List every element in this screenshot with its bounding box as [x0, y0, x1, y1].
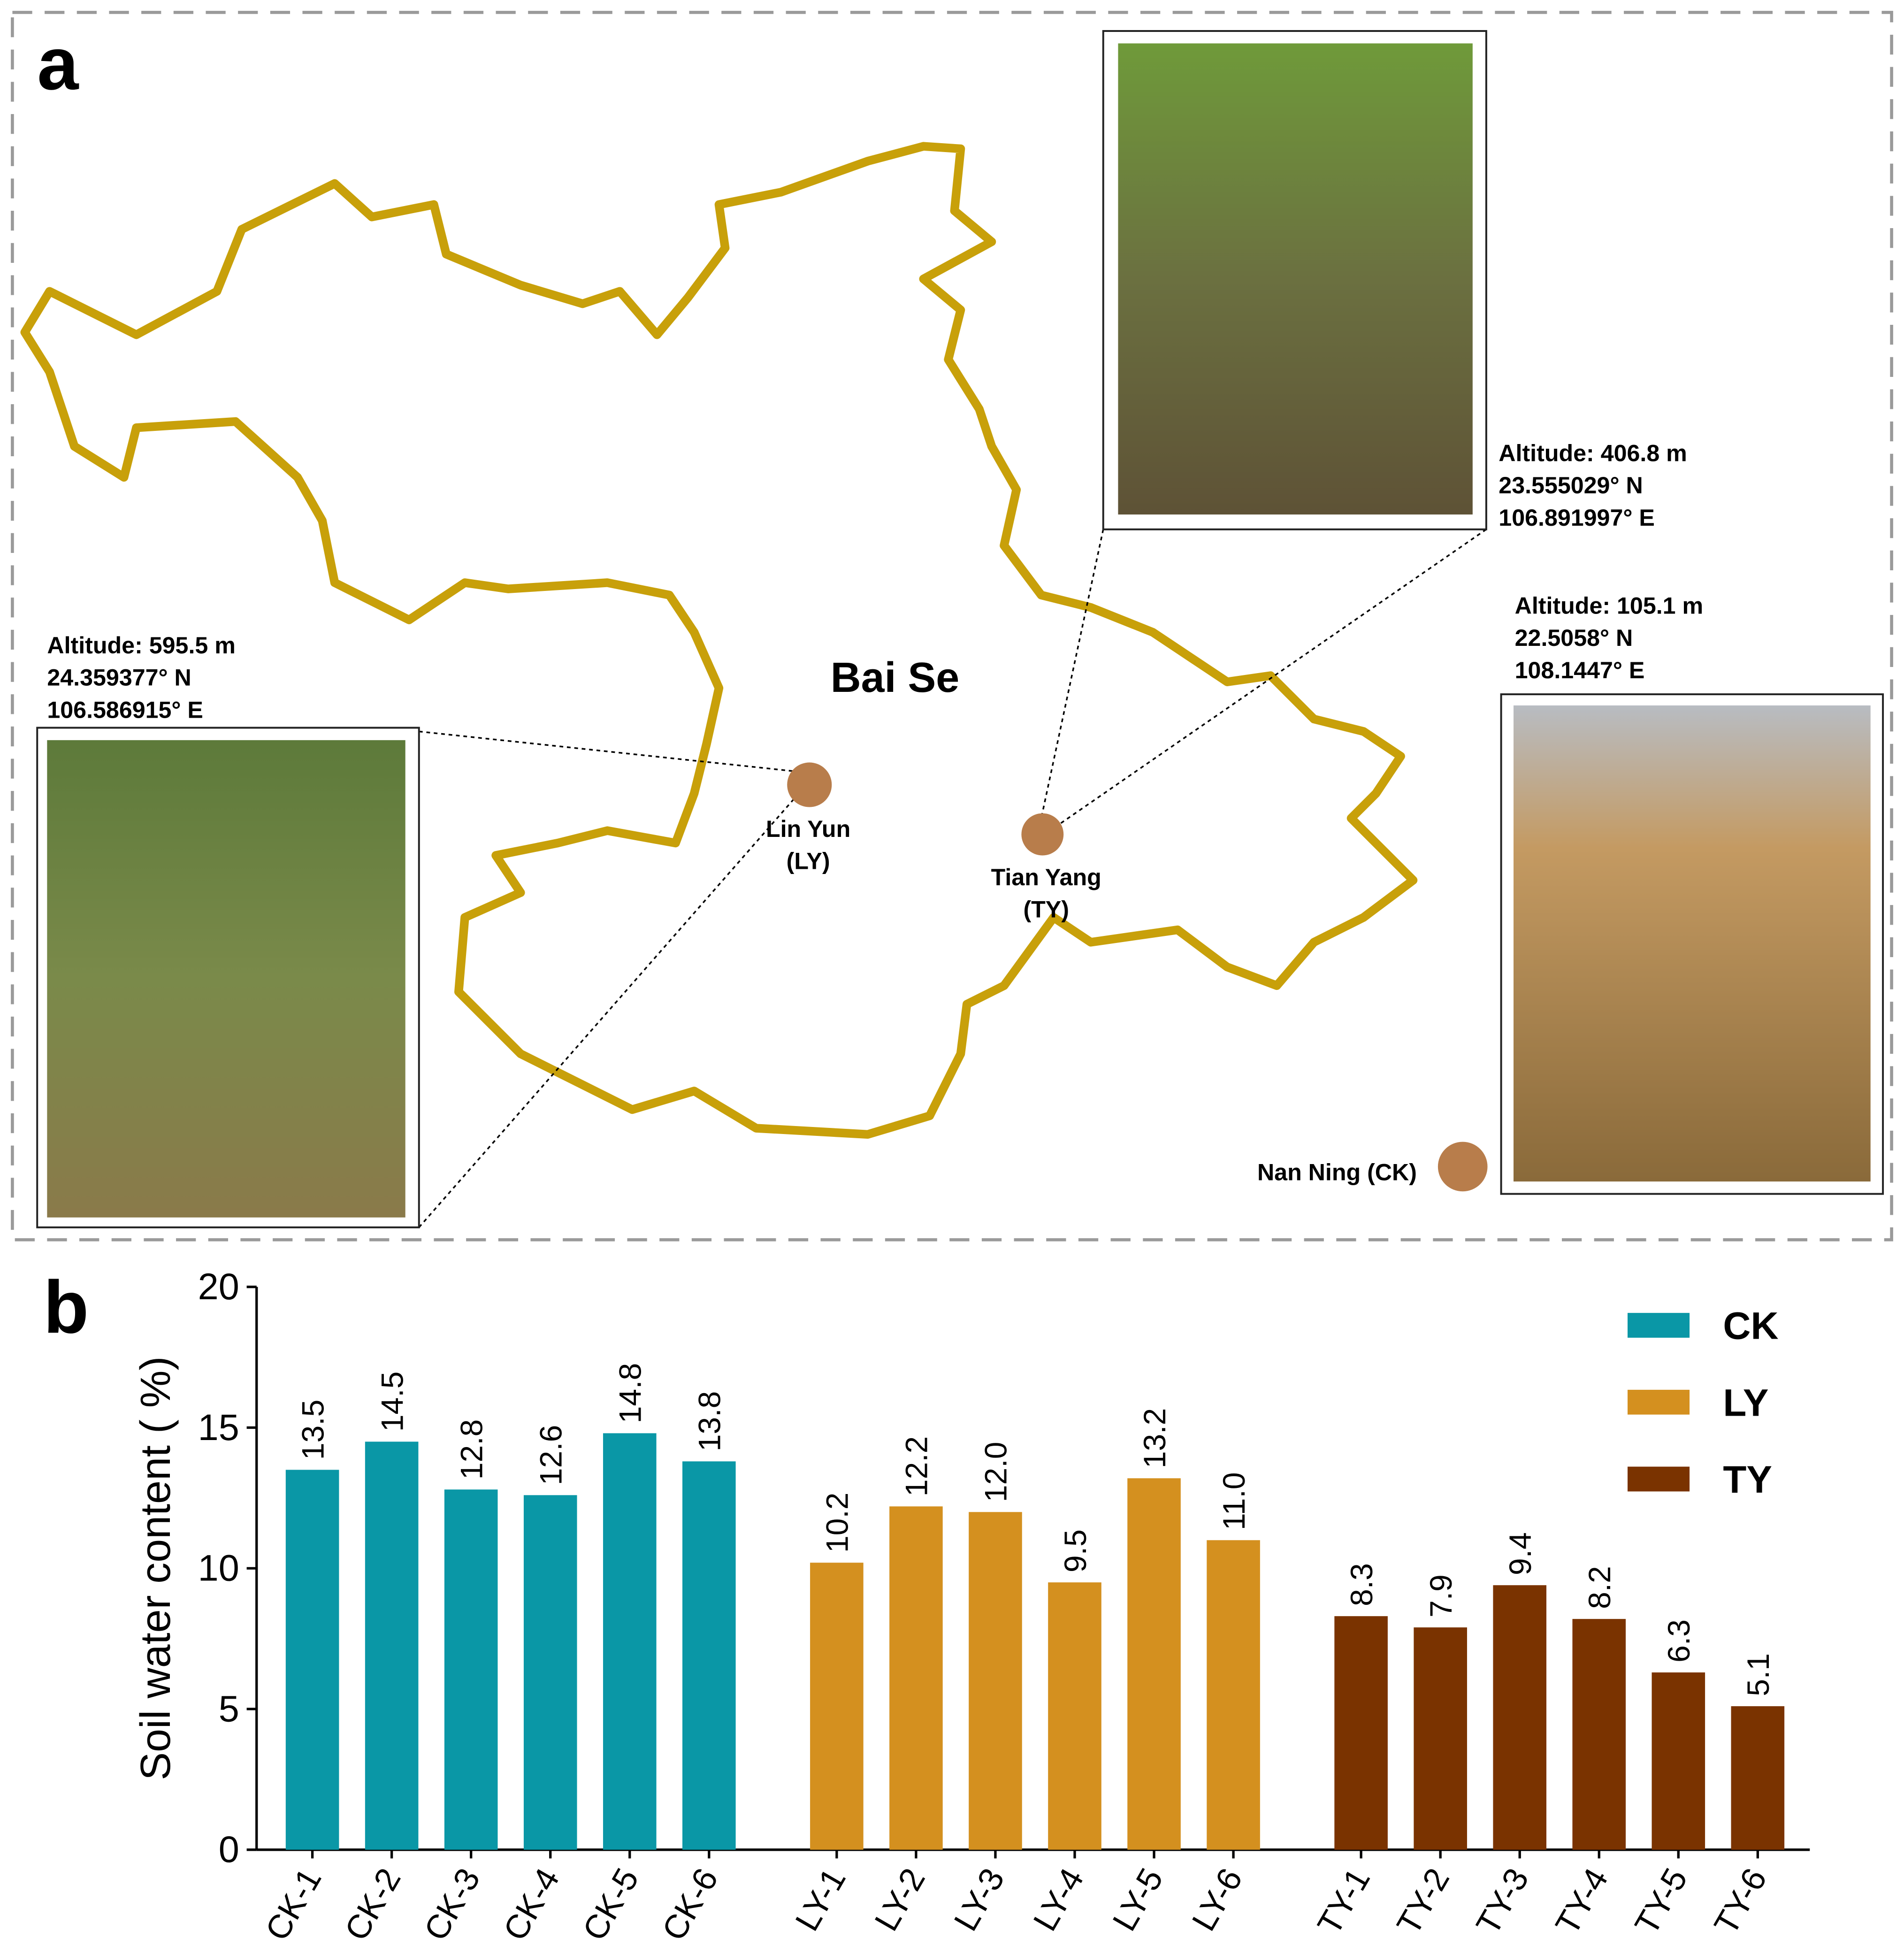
- value-label: 8.2: [1582, 1566, 1617, 1609]
- panel-label: a: [37, 22, 79, 105]
- panel-label: b: [43, 1265, 89, 1349]
- value-label: 13.8: [692, 1391, 727, 1452]
- bar: [1493, 1585, 1546, 1850]
- x-tick-label: CK-3: [417, 1862, 487, 1939]
- legend-label: LY: [1723, 1381, 1768, 1424]
- bar: [365, 1441, 419, 1850]
- x-tick-label: LY-1: [788, 1862, 853, 1937]
- value-label: 6.3: [1661, 1619, 1696, 1663]
- y-tick-label: 10: [198, 1547, 239, 1589]
- site-info: Altitude: 595.5 m: [47, 632, 235, 659]
- site-info: 24.359377° N: [47, 665, 191, 691]
- value-label: 9.5: [1058, 1529, 1093, 1572]
- site-dot: [1438, 1142, 1488, 1192]
- site-info: 22.5058° N: [1515, 625, 1633, 651]
- x-tick-label: CK-6: [655, 1862, 726, 1939]
- bar: [603, 1433, 657, 1850]
- legend-swatch: [1627, 1466, 1690, 1492]
- x-tick-label: LY-2: [867, 1862, 933, 1937]
- x-tick-label: CK-2: [337, 1862, 408, 1939]
- bar: [1127, 1478, 1181, 1850]
- x-tick-label: CK-1: [258, 1862, 329, 1939]
- connector: [1040, 529, 1104, 819]
- legend-label: CK: [1723, 1305, 1778, 1348]
- site-label: Nan Ning (CK): [1257, 1159, 1417, 1186]
- bar: [285, 1470, 339, 1850]
- x-tick-label: TY-4: [1548, 1862, 1615, 1939]
- value-label: 12.0: [979, 1442, 1013, 1502]
- value-label: 14.5: [375, 1372, 409, 1432]
- value-label: 12.6: [533, 1425, 568, 1486]
- value-label: 11.0: [1216, 1472, 1251, 1531]
- y-axis-label: Soil water content ( %): [132, 1357, 179, 1780]
- y-tick-label: 0: [219, 1828, 239, 1870]
- bar: [1414, 1627, 1467, 1850]
- value-label: 10.2: [820, 1493, 855, 1553]
- site-label: (LY): [787, 848, 830, 874]
- legend-swatch: [1627, 1313, 1690, 1338]
- value-label: 12.2: [899, 1436, 934, 1497]
- region-label: Bai Se: [831, 654, 960, 701]
- site-info: 23.555029° N: [1499, 472, 1643, 498]
- bar: [1334, 1616, 1388, 1850]
- connector: [419, 730, 794, 772]
- site-info: Altitude: 406.8 m: [1499, 440, 1687, 467]
- site-dot: [1021, 813, 1064, 856]
- bar: [810, 1563, 864, 1850]
- bar: [1731, 1706, 1785, 1850]
- x-tick-label: LY-6: [1185, 1862, 1250, 1937]
- value-label: 14.8: [613, 1363, 648, 1424]
- x-tick-label: TY-5: [1628, 1862, 1695, 1939]
- site-dot: [787, 762, 832, 807]
- photo: [1118, 43, 1473, 515]
- y-tick-label: 20: [198, 1265, 239, 1307]
- connector: [1053, 529, 1487, 829]
- x-tick-label: CK-4: [496, 1862, 566, 1939]
- x-tick-label: CK-5: [575, 1862, 646, 1939]
- x-tick-label: TY-3: [1469, 1862, 1536, 1939]
- legend-swatch: [1627, 1389, 1690, 1415]
- site-info: 106.586915° E: [47, 697, 203, 723]
- value-label: 12.8: [454, 1419, 489, 1480]
- bar: [1207, 1540, 1260, 1850]
- bar: [969, 1512, 1022, 1850]
- bar: [889, 1506, 943, 1850]
- value-label: 7.9: [1423, 1574, 1458, 1617]
- site-label: (TY): [1023, 897, 1069, 923]
- region-outline: [20, 142, 1418, 1139]
- site-label: Tian Yang: [991, 864, 1101, 890]
- value-label: 5.1: [1741, 1653, 1775, 1696]
- connector: [418, 799, 794, 1228]
- bar: [1572, 1619, 1626, 1850]
- x-tick-label: LY-5: [1105, 1862, 1170, 1937]
- x-tick-label: TY-1: [1310, 1862, 1377, 1939]
- value-label: 13.5: [295, 1400, 330, 1460]
- bar: [523, 1495, 577, 1850]
- bar: [1048, 1582, 1101, 1850]
- legend-label: TY: [1723, 1458, 1772, 1501]
- site-info: Altitude: 105.1 m: [1515, 592, 1703, 619]
- photo: [47, 740, 405, 1218]
- site-info: 106.891997° E: [1499, 505, 1655, 531]
- site-label: Lin Yun: [766, 816, 850, 842]
- x-tick-label: TY-2: [1390, 1862, 1457, 1939]
- bar-chart: 0 5 10 15 20 CK-1 13.5 CK-2 14.5 CK-3 12.8 CK-4 12.6…: [198, 1265, 1810, 1939]
- value-label: 8.3: [1344, 1563, 1379, 1606]
- x-tick-label: LY-4: [1026, 1862, 1091, 1937]
- bar: [682, 1461, 736, 1850]
- x-tick-label: TY-6: [1707, 1862, 1774, 1939]
- y-tick-label: 5: [219, 1687, 239, 1729]
- bar: [444, 1489, 498, 1850]
- value-label: 9.4: [1503, 1532, 1537, 1575]
- x-tick-label: LY-3: [947, 1862, 1012, 1937]
- panel-frame: [11, 11, 1893, 1242]
- value-label: 13.2: [1137, 1408, 1172, 1469]
- photo: [1513, 705, 1871, 1182]
- y-tick-label: 15: [198, 1406, 239, 1448]
- site-info: 108.1447° E: [1515, 657, 1645, 683]
- bar: [1652, 1672, 1705, 1850]
